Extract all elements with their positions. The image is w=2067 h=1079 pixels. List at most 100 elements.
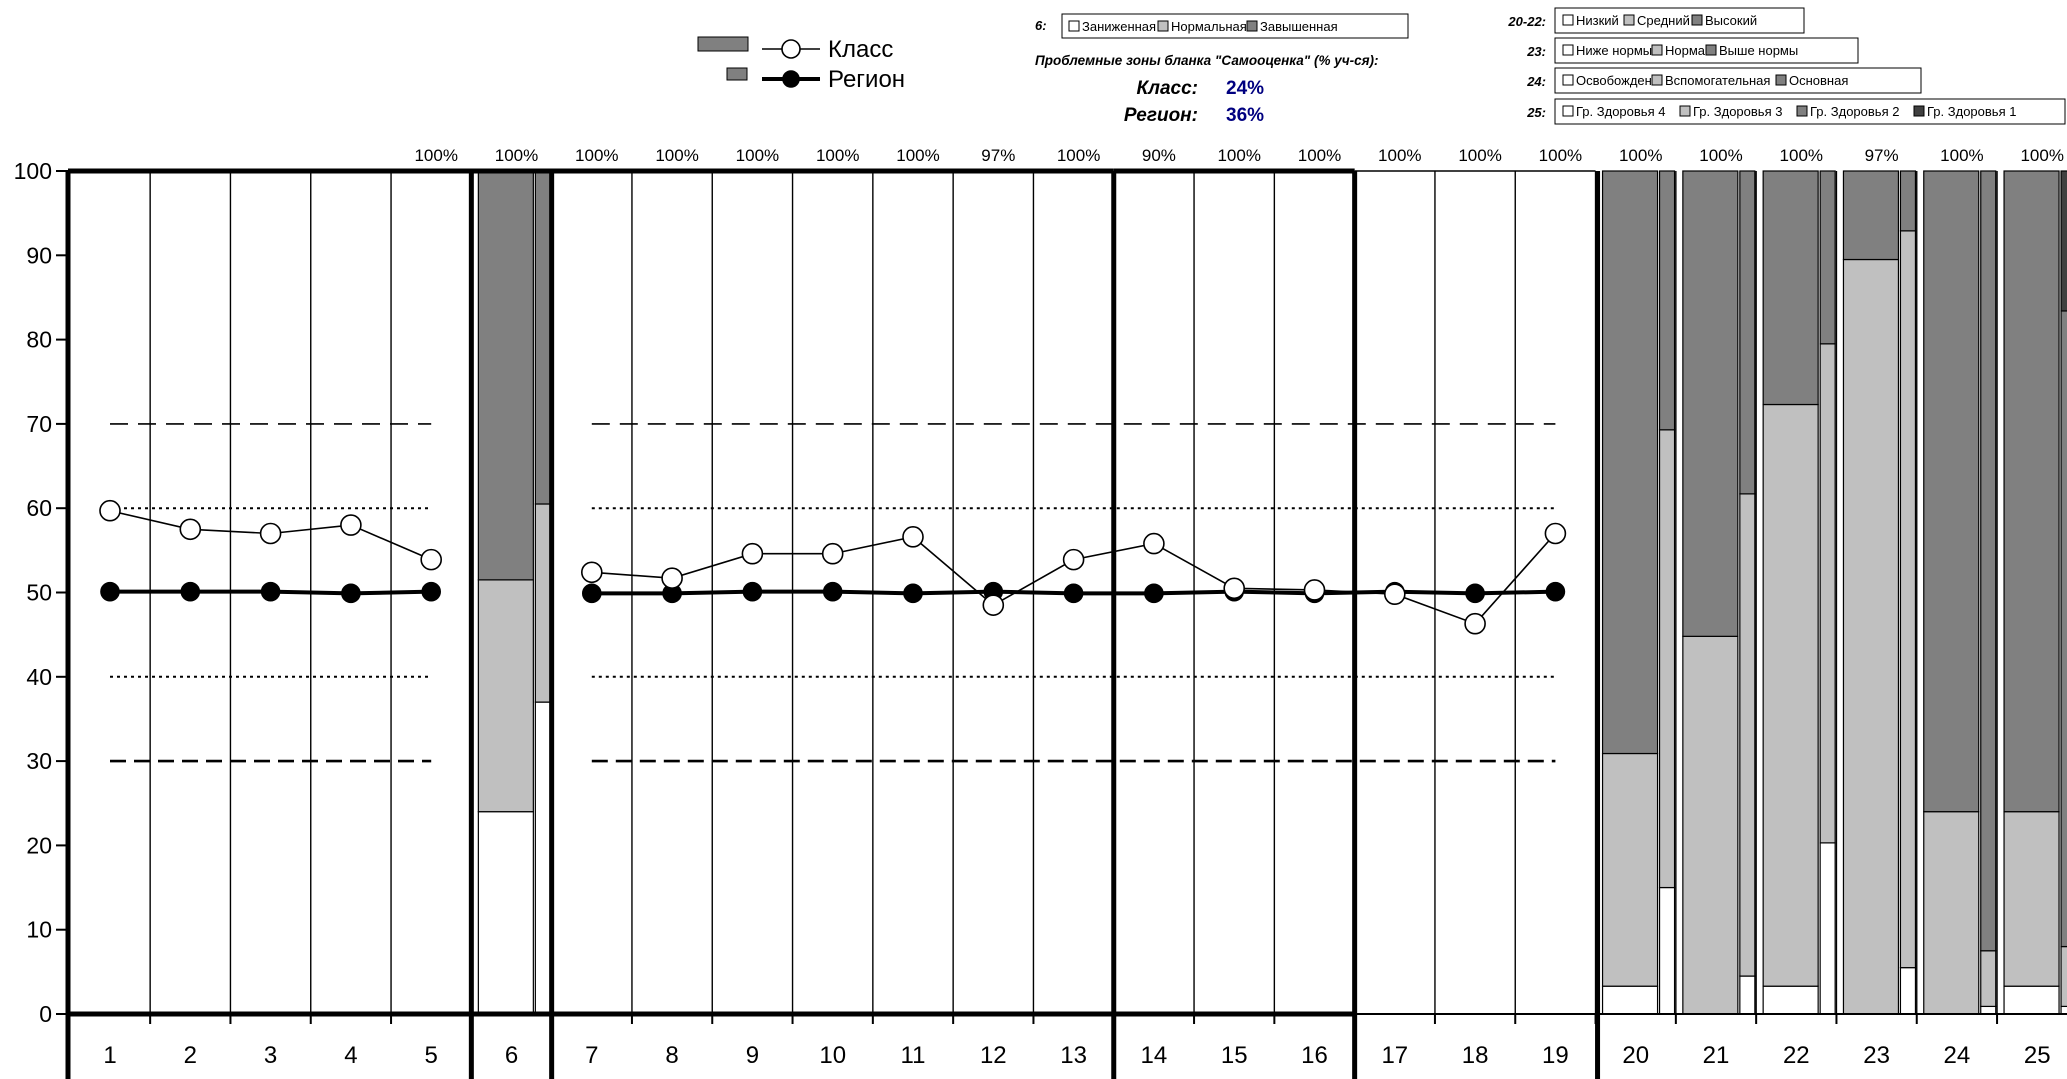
participation-label: 100% [1458, 146, 1501, 165]
bar-region-22-segment [1819, 842, 1836, 1015]
x-tick-label: 3 [264, 1042, 277, 1069]
x-tick-label: 25 [2024, 1042, 2051, 1069]
legend-item-label: Завышенная [1260, 19, 1338, 34]
legend-box [1554, 98, 2066, 125]
bar-region-23-segment [1899, 170, 1917, 232]
x-tick-label: 21 [1703, 1042, 1730, 1069]
legend-item-label: Гр. Здоровья 2 [1810, 104, 1899, 119]
legend-swatch [1775, 74, 1787, 86]
legend-swatch [1157, 20, 1169, 32]
participation-label: 90% [1142, 146, 1176, 165]
series-line-class [591, 532, 1556, 625]
bar-region-24-segment [1980, 1005, 1997, 1015]
x-tick-label: 7 [585, 1042, 598, 1069]
point-region [742, 581, 763, 602]
legend-item-label: Нормальная [1171, 19, 1247, 34]
point-region [822, 581, 843, 602]
participation-label: 100% [1539, 146, 1582, 165]
point-region [903, 583, 923, 604]
point-class [741, 542, 764, 565]
legend-swatch [1562, 105, 1574, 117]
bar-class-22-segment [1762, 403, 1819, 987]
y-tick-label: 10 [26, 917, 52, 943]
point-region [1465, 583, 1485, 604]
point-region [100, 581, 120, 602]
x-tick-label: 5 [425, 1042, 438, 1069]
point-region [581, 583, 602, 604]
legend-item-label: Гр. Здоровья 4 [1576, 104, 1665, 119]
legend-swatch [1562, 14, 1574, 26]
point-region [341, 583, 361, 604]
participation-label: 100% [736, 146, 779, 165]
legend-item-label: Основная [1789, 73, 1848, 88]
bar-region-6-segment [534, 503, 551, 703]
x-tick-label: 23 [1863, 1042, 1890, 1069]
bar-class-20-segment [1601, 170, 1659, 755]
x-tick-label: 15 [1221, 1042, 1248, 1069]
bar-region-6-segment [534, 170, 551, 505]
x-tick-label: 24 [1944, 1042, 1971, 1069]
bar-region-25-segment [2060, 170, 2067, 312]
participation-label: 100% [1619, 146, 1662, 165]
legend-swatch [697, 36, 749, 52]
legend-item-label: Вспомогательная [1665, 73, 1770, 88]
point-region [1144, 583, 1164, 604]
participation-label: 100% [495, 146, 538, 165]
point-class [580, 561, 603, 584]
bar-class-21-segment [1682, 635, 1739, 1015]
bar-class-25-segment [2003, 170, 2060, 813]
bar-region-25-segment [2060, 310, 2067, 948]
bar-class-6-segment [477, 579, 534, 813]
bar-region-21-segment [1739, 975, 1756, 1015]
x-tick-label: 2 [184, 1042, 197, 1069]
problem-zones-title: Проблемные зоны бланка "Самооценка" (% у… [1035, 53, 1379, 68]
bar-class-6-segment [477, 811, 534, 1015]
bar-region-22-segment [1819, 170, 1836, 345]
y-tick-label: 20 [26, 832, 52, 858]
legend-item-label: Заниженная [1082, 19, 1156, 34]
point-class [982, 594, 1005, 616]
participation-label: 100% [816, 146, 859, 165]
participation-label: 100% [1057, 146, 1100, 165]
legend-swatch [1068, 20, 1080, 32]
point-class [259, 522, 282, 545]
x-tick-label: 11 [901, 1042, 926, 1069]
legend-box [1061, 13, 1409, 39]
legend-box [1554, 67, 1922, 94]
legend-num: 24: [1526, 74, 1546, 89]
participation-label: 97% [1865, 146, 1899, 165]
point-region [421, 581, 442, 602]
class-label: Класс: [1136, 78, 1198, 99]
bar-region-24-segment [1980, 170, 1997, 952]
x-tick-label: 20 [1622, 1042, 1649, 1069]
legend-item-label: Гр. Здоровья 3 [1693, 104, 1782, 119]
participation-label: 100% [1217, 146, 1260, 165]
bar-class-21-segment [1682, 170, 1739, 637]
bar-class-25-segment [2003, 811, 2060, 987]
point-class [821, 542, 844, 565]
y-tick-label: 0 [39, 1001, 52, 1027]
y-tick-label: 80 [26, 327, 52, 353]
x-tick-label: 13 [1060, 1042, 1087, 1069]
point-class [1223, 577, 1245, 600]
y-tick-label: 100 [14, 158, 52, 184]
legend-swatch [1651, 74, 1663, 86]
bar-region-20-segment [1658, 429, 1676, 889]
legend-box [1554, 7, 1805, 34]
point-class [661, 567, 683, 589]
x-tick-label: 12 [980, 1042, 1007, 1069]
bar-region-21-segment [1739, 170, 1756, 495]
y-tick-label: 90 [26, 242, 52, 268]
participation-label: 100% [1298, 146, 1341, 165]
bar-class-22-segment [1762, 985, 1819, 1015]
y-tick-label: 50 [26, 580, 52, 606]
legend-item-label: Средний [1637, 13, 1690, 28]
participation-label: 100% [1699, 146, 1742, 165]
legends: Класс Регион 6: Заниженная Нормальная Завышен… [697, 7, 2066, 126]
x-tick-label: 17 [1381, 1042, 1408, 1069]
legend-num: 25: [1526, 105, 1546, 120]
reference-lines [110, 423, 1556, 763]
region-value: 36% [1226, 105, 1264, 126]
